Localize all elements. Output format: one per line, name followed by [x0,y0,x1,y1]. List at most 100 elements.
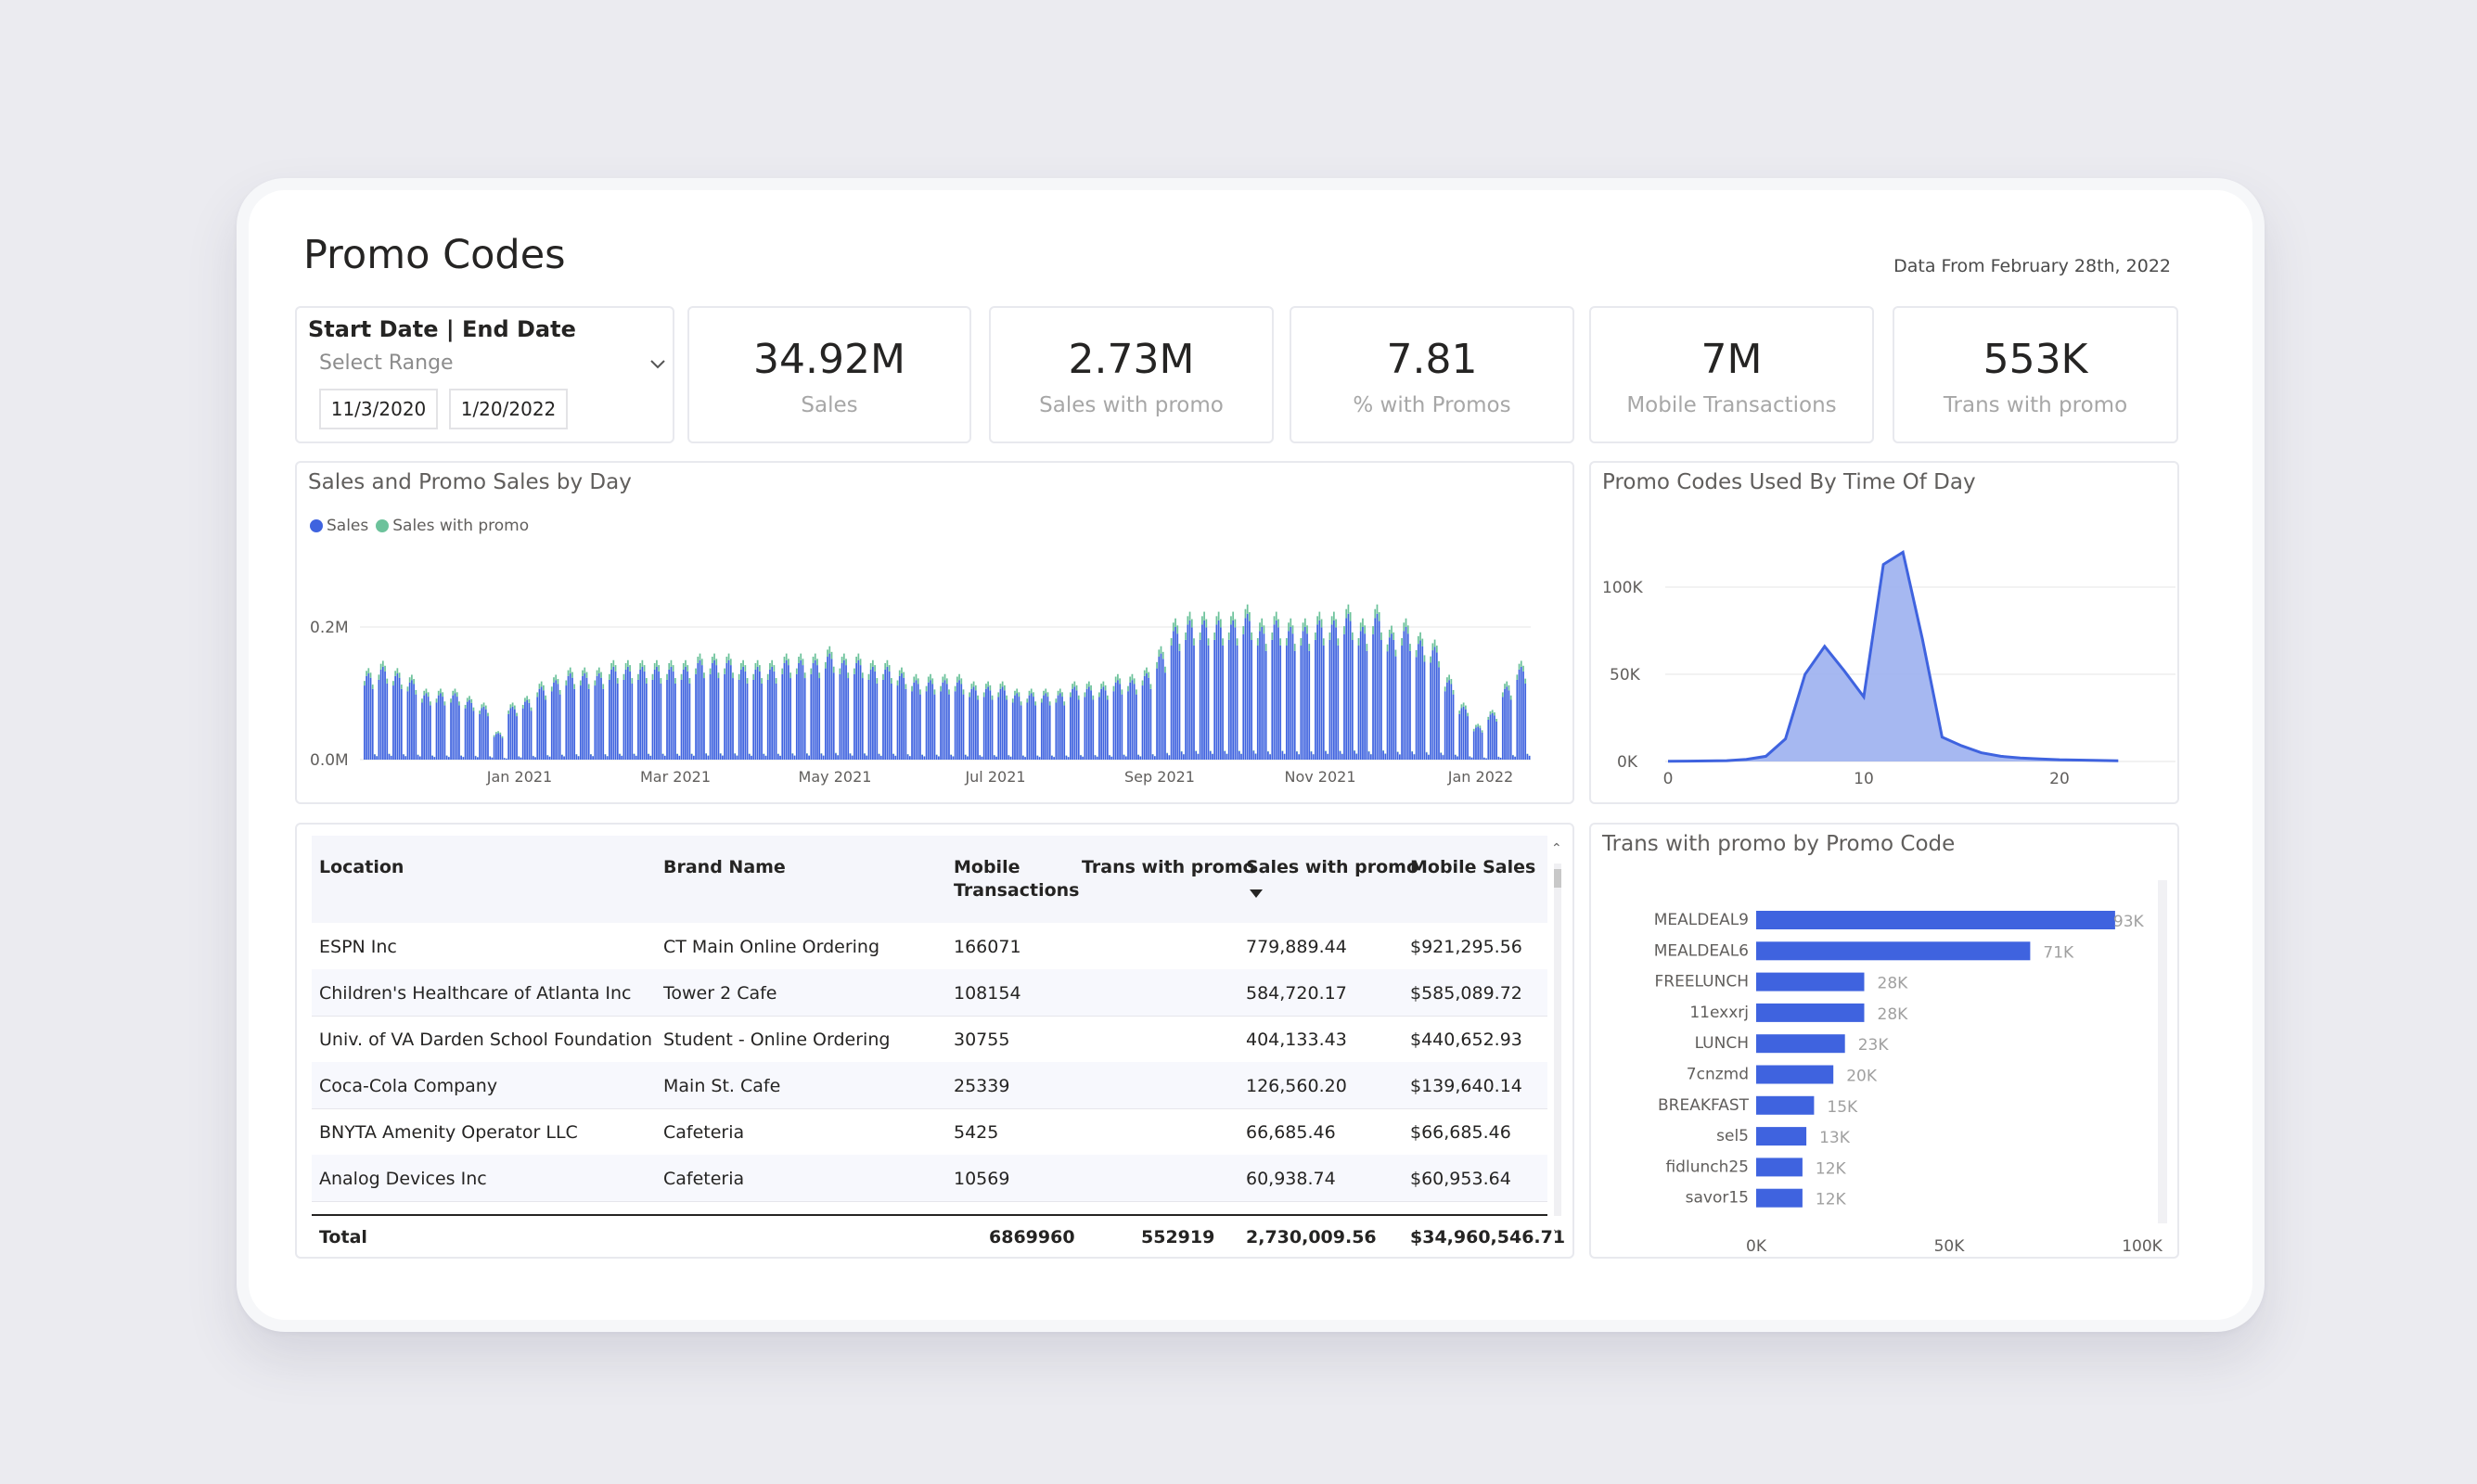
kpi-value: 7.81 [1386,336,1478,383]
bar-sales-with-promo [1104,684,1107,691]
kpi-value: 553K [1983,336,2088,383]
bar-sales [1174,627,1176,760]
bar-sales-with-promo [927,676,930,683]
bar-sales [1479,728,1482,760]
y-tick-label: 100K [1602,579,1643,597]
scroll-down-icon[interactable]: ⌄ [1551,1222,1562,1236]
bar-sales [1428,754,1430,760]
column-header-location[interactable]: Location [319,857,404,877]
bar-sales-with-promo [672,665,674,672]
sales-by-day-chart[interactable]: Sales and Promo Sales by Day Sales Sales… [295,461,1574,804]
bar-sales-with-promo [423,690,426,696]
bar-sales [1399,754,1401,760]
promo-bar [1756,941,2031,961]
bar-sales-with-promo [1072,684,1073,689]
bar-sales-with-promo [841,657,843,663]
table-row[interactable]: Coca-Cola Company Main St. Cafe 25339 12… [312,1062,1547,1109]
daily-bars-plot: 0.2M 0.0M Jan 2021 Mar 2021 May 2021 Jul… [310,604,1531,786]
trans-by-promo-code-chart[interactable]: Trans with promo by Promo Code MEALDEAL9… [1589,823,2179,1259]
bar-sales-with-promo [550,686,553,692]
bar-sales-with-promo [1207,638,1210,646]
bar-sales-with-promo [1011,698,1014,703]
bar-sales [390,756,392,760]
bar-sales-with-promo [1146,667,1148,674]
bar-sales-with-promo [1518,663,1521,670]
bar-sales [1137,754,1139,760]
bar-sales-with-promo [1386,644,1389,652]
bars-group [364,604,1531,761]
bar-sales-with-promo [1330,616,1333,625]
bar-sales-with-promo [1479,725,1482,729]
bar-sales [1007,755,1010,760]
kpi-card-sales: 34.92M Sales [687,306,971,443]
bar-sales-with-promo [987,681,989,687]
bar-sales-with-promo [874,665,876,672]
bar-sales [619,753,621,760]
bar-sales-with-promo [997,692,1000,697]
sort-descending-icon[interactable] [1250,889,1263,898]
column-header-brand[interactable]: Brand Name [663,857,786,877]
bar-sales-with-promo [594,680,597,686]
bar-sales [594,685,597,760]
bar-sales [847,678,850,760]
bar-sales-with-promo [565,680,568,686]
legend-item-sales-with-promo[interactable]: Sales with promo [376,517,529,535]
bar-sales [487,716,489,760]
bar-sales [945,684,948,760]
start-date-input[interactable]: 11/3/2020 [319,389,438,429]
table-row[interactable]: BNYTA Amenity Operator LLC Cafeteria 542… [312,1108,1547,1156]
bar-sales [705,753,708,760]
bar-sales [440,693,442,760]
end-date-input[interactable]: 1/20/2022 [449,389,568,429]
bar-sales [832,672,835,760]
bar-sales [879,756,882,760]
bar-sales-with-promo [687,665,689,672]
table-row[interactable]: Analog Devices Inc Cafeteria 10569 60,93… [312,1155,1547,1202]
bar-sales [1339,750,1341,760]
table-scrollbar[interactable]: ⌃ ⌄ [1551,841,1564,1240]
bar-sales [413,684,415,760]
bar-sales [1514,756,1516,760]
kpi-card-trans-with-promo: 553K Trans with promo [1893,306,2178,443]
table-row[interactable]: Univ. of VA Darden School Foundation Stu… [312,1016,1547,1063]
bar-sales [1337,645,1340,760]
bar-sales [1460,708,1463,760]
legend-item-sales[interactable]: Sales [310,517,368,535]
bar-sales [898,675,901,760]
bar-sales [1055,702,1058,760]
scroll-up-icon[interactable]: ⌃ [1551,841,1562,856]
bar-sales [989,690,992,760]
bar-sales-with-promo [709,668,712,674]
bar-sales [738,679,740,760]
scrollbar-thumb[interactable] [1554,869,1561,888]
column-header-sales-with-promo[interactable]: Sales with promo [1246,857,1418,877]
bar-sales [643,671,646,760]
column-header-trans-with-promo[interactable]: Trans with promo [1082,857,1255,877]
bar-sales [1166,753,1169,760]
bar-sales [1328,639,1331,760]
bar-sales [1006,699,1007,760]
bar-sales [1001,686,1004,760]
bar-sales [1413,754,1416,760]
table-row[interactable]: Children's Healthcare of Atlanta Inc Tow… [312,969,1547,1017]
bar-sales-with-promo [1343,626,1345,634]
bar-sales-with-promo [1393,632,1395,640]
data-label: 93K [2113,913,2145,931]
bar-sales [1516,679,1519,760]
scrollbar-track[interactable] [1554,864,1561,1216]
column-header-mobile-sales[interactable]: Mobile Sales [1410,857,1536,877]
promo-by-time-of-day-chart[interactable]: Promo Codes Used By Time Of Day 100K 50K… [1589,461,2179,804]
bar-sales [803,678,806,760]
chevron-down-icon [650,360,665,369]
table-row[interactable]: ESPN Inc CT Main Online Ordering 166071 … [312,923,1547,970]
locations-table: Location Brand Name Mobile Transactions … [295,823,1574,1259]
bar-sales-with-promo [685,659,687,667]
bar-sales [827,657,828,760]
bar-sales-with-promo [942,676,944,683]
column-header-mobile-transactions[interactable]: Mobile Transactions [954,857,1080,901]
cell-mobile-transactions: 166071 [954,937,1021,957]
range-dropdown[interactable]: Select Range [319,348,668,383]
bar-sales [442,697,444,760]
bar-sales [1038,757,1041,760]
bar-sales-with-promo [1114,676,1117,683]
